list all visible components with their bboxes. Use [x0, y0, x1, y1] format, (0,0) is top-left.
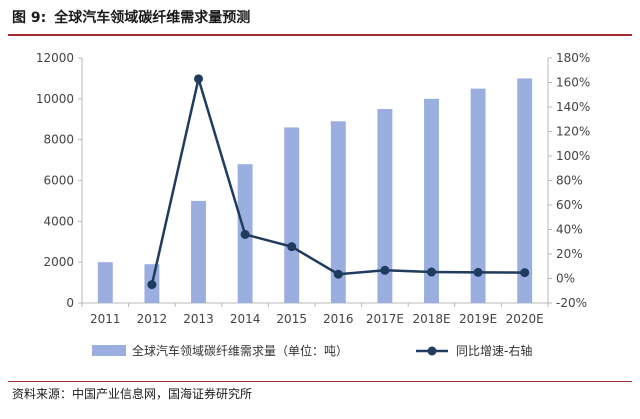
figure-label: 图 9: — [12, 10, 47, 26]
growth-point-2018E — [427, 267, 436, 277]
figure-title-text: 全球汽车领域碳纤维需求量预测 — [54, 10, 251, 26]
left-axis-tick-label: 0 — [66, 296, 74, 310]
legend-bar-swatch — [92, 345, 126, 356]
x-axis-label: 2011 — [90, 312, 121, 326]
growth-point-2017E — [380, 265, 390, 275]
x-axis-label: 2018E — [412, 312, 450, 326]
bar-2017E — [377, 109, 393, 304]
combo-chart: 0 2000 4000 6000 8000 10000 12000 -20% 0% 20% 40% 6… — [36, 51, 591, 358]
source-note: 资料来源：中国产业信息网，国海证券研究所 — [12, 387, 253, 401]
left-axis-tick-label: 8000 — [43, 133, 74, 147]
x-axis-label: 2014 — [230, 312, 261, 326]
right-axis-tick-label: 80% — [556, 174, 583, 188]
x-axis-label: 2013 — [183, 312, 214, 326]
left-axis-tick-label: 2000 — [43, 255, 74, 269]
left-axis-tick-label: 4000 — [43, 214, 74, 228]
figure-title: 图 9: 全球汽车领域碳纤维需求量预测 — [12, 6, 628, 30]
growth-point-2015 — [287, 242, 297, 252]
bar-2011 — [97, 262, 113, 303]
right-axis-tick-label: 180% — [556, 51, 590, 65]
right-axis-tick-label: 60% — [556, 198, 583, 212]
right-axis-tick-label: -20% — [556, 296, 587, 310]
legend-line-label: 同比增速-右轴 — [456, 343, 532, 358]
x-axis-label: 2020E — [506, 312, 544, 326]
right-axis-tick-label: 0% — [556, 272, 575, 286]
right-axis-tick-label: 40% — [556, 223, 583, 237]
growth-point-2016 — [333, 269, 343, 279]
title-divider — [8, 34, 632, 36]
growth-point-2013 — [194, 74, 203, 84]
x-axis-label: 2012 — [137, 312, 168, 326]
growth-point-2020E — [520, 268, 530, 278]
right-axis-tick-label: 160% — [556, 76, 590, 90]
source-divider — [8, 381, 632, 382]
x-axis-label: 2016 — [323, 312, 354, 326]
bar-2016 — [330, 121, 346, 304]
x-axis-label: 2019E — [459, 312, 497, 326]
right-axis-tick-label: 120% — [556, 125, 590, 139]
x-axis-label: 2015 — [276, 312, 307, 326]
bar-2013 — [191, 200, 206, 303]
right-axis-tick-label: 100% — [556, 149, 590, 163]
left-axis-tick-label: 12000 — [36, 51, 74, 65]
x-axis-label: 2017E — [366, 312, 404, 326]
bar-2020E — [517, 78, 533, 303]
left-axis-tick-label: 6000 — [43, 174, 74, 188]
right-axis-tick-label: 140% — [556, 100, 590, 114]
growth-point-2012 — [147, 280, 157, 290]
chart-container: 0 2000 4000 6000 8000 10000 12000 -20% 0% 20% 40% 6… — [0, 36, 640, 381]
growth-point-2019E — [473, 267, 483, 277]
legend-bar-label: 全球汽车领域碳纤维需求量（单位：吨） — [132, 343, 348, 358]
bar-2019E — [470, 88, 486, 303]
legend-line-marker — [427, 346, 437, 356]
growth-point-2014 — [240, 229, 250, 239]
bar-2015 — [284, 127, 300, 304]
left-axis-tick-label: 10000 — [36, 92, 74, 106]
bar-2018E — [424, 98, 439, 303]
right-axis-tick-label: 20% — [556, 247, 583, 261]
